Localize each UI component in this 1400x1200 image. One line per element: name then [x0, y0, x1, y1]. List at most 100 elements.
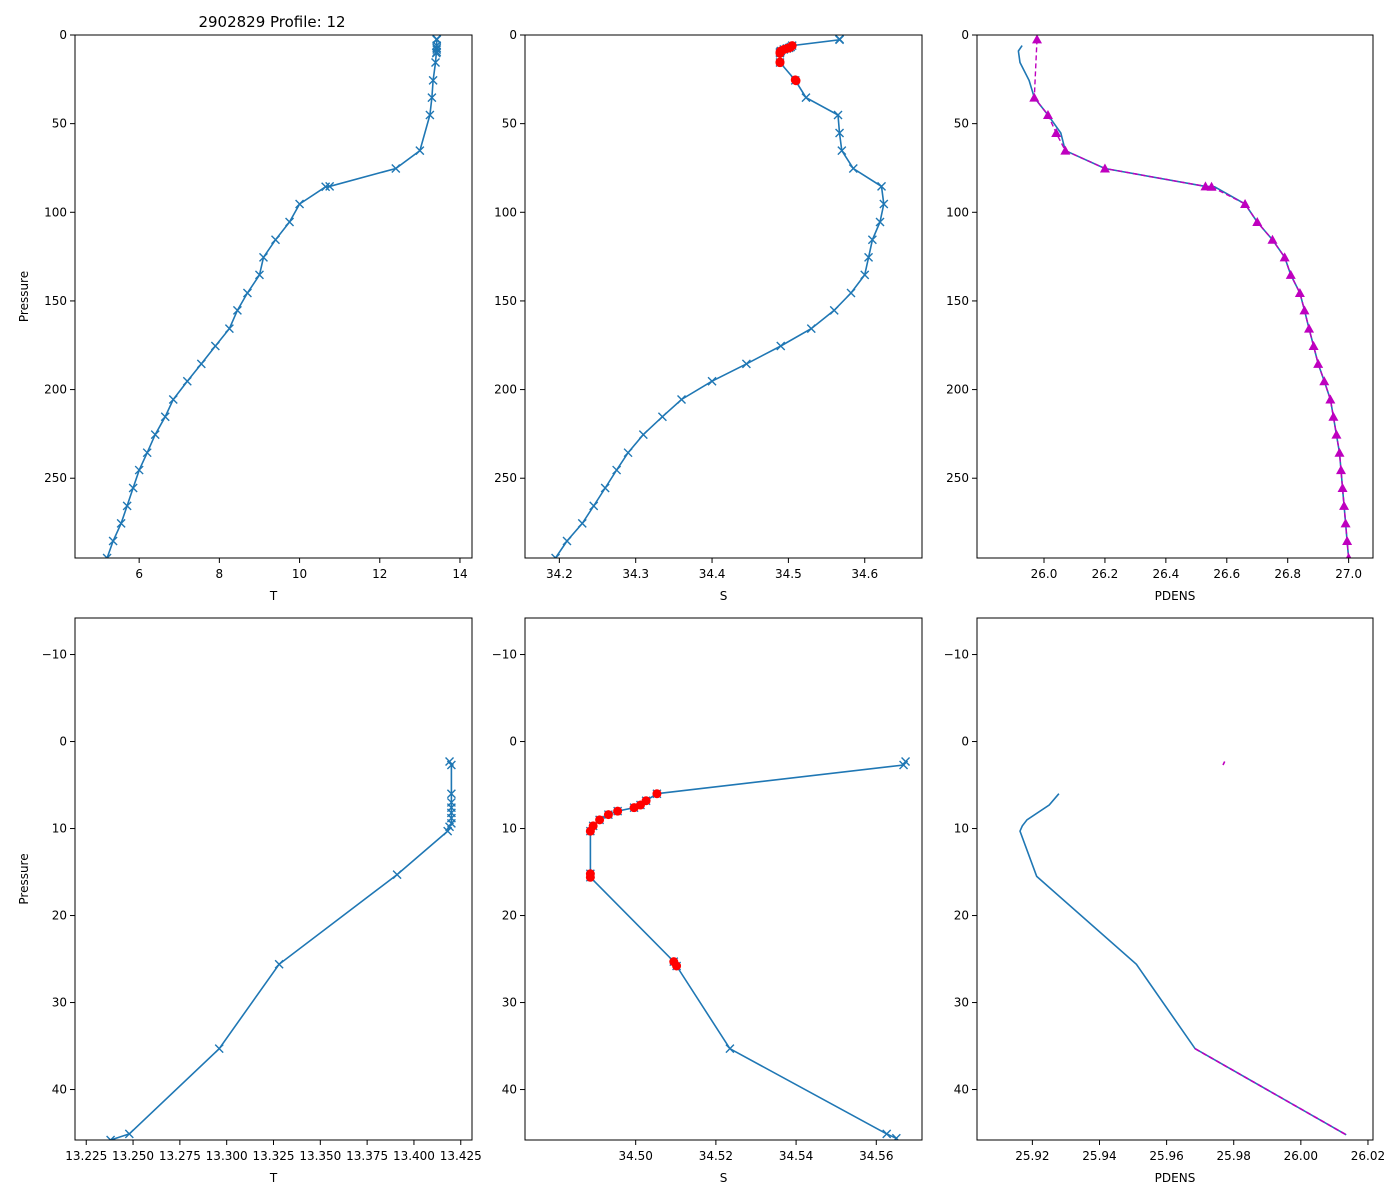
- pdens-triangle-marker: [1339, 500, 1350, 510]
- y-tick-label: 0: [59, 735, 67, 749]
- axes-frame: [74, 617, 473, 1141]
- x-tick-label: 34.50: [618, 1149, 652, 1163]
- y-tick-label: 0: [961, 735, 969, 749]
- data-point-x-marker: [443, 826, 453, 836]
- y-tick-label: 250: [494, 471, 517, 485]
- data-point-x-marker: [899, 760, 909, 770]
- flag-point-red: [775, 58, 785, 68]
- y-tick-label: 20: [954, 909, 969, 923]
- pdens-triangle-marker: [1331, 429, 1342, 439]
- pdens-triangle-marker: [1279, 252, 1290, 262]
- data-point-x-marker: [134, 465, 144, 475]
- data-point-x-marker: [623, 448, 633, 458]
- y-tick-label: 0: [509, 28, 517, 42]
- data-point-x-marker: [829, 305, 839, 315]
- y-tick-label: −10: [944, 648, 969, 662]
- pdens-check-line: [1194, 1048, 1347, 1136]
- data-point-x-marker: [427, 93, 437, 103]
- data-point-x-marker: [677, 395, 687, 404]
- data-point-x-marker: [128, 483, 138, 493]
- pdens-triangle-marker: [1299, 305, 1310, 315]
- data-point-x-marker: [860, 270, 870, 280]
- data-point-x-marker: [600, 483, 610, 493]
- pdens-triangle-marker: [1032, 35, 1043, 44]
- data-point-x-marker: [776, 341, 786, 351]
- flag-point-red: [672, 961, 682, 971]
- x-tick-label: 25.98: [1217, 1149, 1251, 1163]
- data-point-x-marker: [224, 324, 234, 334]
- pdens-triangle-marker: [1340, 518, 1351, 528]
- axes-frame: [524, 34, 923, 559]
- y-tick-label: 50: [954, 117, 969, 131]
- x-tick-label: 13.300: [206, 1149, 248, 1163]
- data-point-x-marker: [106, 1135, 116, 1140]
- x-tick-label: 27.0: [1335, 567, 1362, 581]
- y-tick-label: 30: [502, 996, 517, 1010]
- y-tick-label: 40: [52, 1083, 67, 1097]
- y-tick-label: 150: [44, 294, 67, 308]
- series-line-s: [589, 761, 907, 1140]
- data-point-x-marker: [867, 235, 877, 245]
- y-tick-label: 30: [52, 996, 67, 1010]
- y-tick-label: 0: [509, 735, 517, 749]
- data-point-x-marker: [285, 217, 295, 227]
- x-tick-label: 34.4: [699, 567, 726, 581]
- data-point-x-marker: [589, 501, 599, 511]
- y-tick-label: 0: [59, 28, 67, 42]
- x-tick-label: 8: [216, 567, 224, 581]
- flag-point-red: [652, 789, 662, 799]
- plot-area: [106, 757, 456, 1140]
- data-point-x-marker: [848, 164, 858, 173]
- data-point-x-marker: [431, 48, 441, 58]
- y-tick-label: 100: [44, 205, 67, 219]
- x-axis-label: PDENS: [1155, 589, 1196, 603]
- x-tick-label: 26.02: [1351, 1149, 1385, 1163]
- x-tick-label: 13.325: [253, 1149, 295, 1163]
- data-point-x-marker: [428, 75, 438, 85]
- data-point-x-marker: [321, 182, 331, 192]
- x-tick-label: 6: [135, 567, 143, 581]
- data-point-x-marker: [446, 789, 456, 799]
- pdens-triangle-marker: [1285, 269, 1296, 279]
- panel-2: 34.2 34.3 34.4 34.5 34.6 0 50 100 150 200 250 S: [494, 28, 923, 603]
- pdens-triangle-marker: [1252, 217, 1263, 227]
- y-tick-label: 20: [502, 909, 517, 923]
- data-point-x-marker: [879, 199, 889, 209]
- data-point-x-marker: [833, 110, 843, 120]
- series-line-pdens: [1019, 793, 1347, 1136]
- plot-area: [551, 35, 889, 558]
- flag-point-red: [585, 872, 595, 882]
- flag-point-red: [613, 806, 623, 816]
- figure-title: 2902829 Profile: 12: [198, 13, 345, 31]
- pdens-triangle-marker: [1313, 358, 1324, 368]
- data-point-x-marker: [182, 376, 192, 386]
- y-tick-label: 10: [502, 822, 517, 836]
- data-point-x-marker: [801, 93, 811, 103]
- x-tick-label: 13.275: [159, 1149, 201, 1163]
- x-tick-label: 13.375: [346, 1149, 388, 1163]
- y-tick-label: −10: [42, 648, 67, 662]
- plot-area: [1017, 35, 1353, 558]
- data-point-x-marker: [150, 430, 160, 440]
- data-point-x-marker: [707, 376, 717, 386]
- x-tick-label: 13.225: [65, 1149, 107, 1163]
- axes-frame: [74, 34, 473, 559]
- y-tick-label: 250: [44, 471, 67, 485]
- data-point-x-marker: [835, 35, 845, 45]
- data-point-x-marker: [295, 199, 305, 209]
- x-tick-label: 34.2: [546, 567, 573, 581]
- data-point-x-marker: [124, 1129, 134, 1139]
- data-point-x-marker: [875, 217, 885, 227]
- x-tick-label: 13.350: [299, 1149, 341, 1163]
- data-point-x-marker: [846, 288, 856, 298]
- data-point-x-marker: [562, 536, 572, 546]
- panel-6: 25.92 25.94 25.96 25.98 26.00 26.02 −10 0 10 20 30…: [944, 617, 1385, 1185]
- data-point-x-marker: [425, 110, 435, 120]
- x-tick-label: 26.0: [1031, 567, 1058, 581]
- data-point-x-marker: [116, 518, 126, 528]
- y-tick-label: 10: [954, 822, 969, 836]
- y-tick-label: 40: [954, 1083, 969, 1097]
- x-tick-label: 13.400: [393, 1149, 435, 1163]
- y-tick-label: 100: [494, 205, 517, 219]
